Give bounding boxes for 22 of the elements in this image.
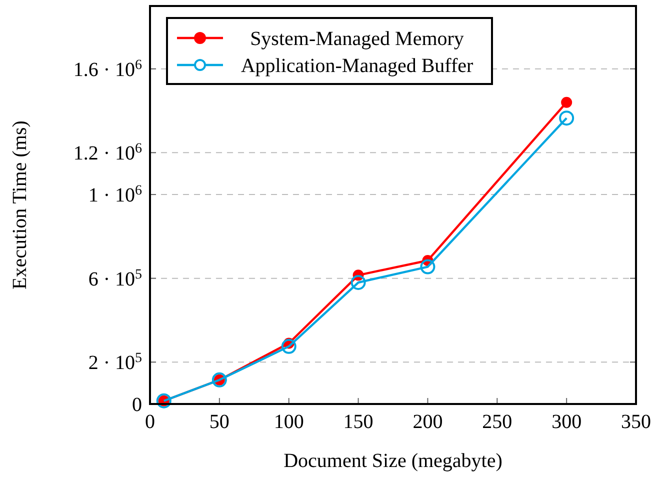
- x-tick-label: 200: [412, 411, 443, 433]
- point: [350, 275, 366, 290]
- legend-label: System-Managed Memory: [250, 28, 464, 50]
- y-axis-title: Execution Time (ms): [9, 120, 31, 290]
- y-tick-label: 1.2 · 10$^{6}$: [73, 141, 142, 165]
- legend-label: Application-Managed Buffer: [240, 55, 474, 77]
- y-tick-label: 0: [132, 394, 142, 416]
- x-tick-label: 150: [343, 411, 374, 433]
- y-tick-label: 1 · 10$^{6}$: [88, 183, 142, 207]
- y-tick-label: 1.6 · 10$^{6}$: [73, 57, 142, 81]
- x-axis-title: Document Size (megabyte): [284, 450, 502, 472]
- x-tick-label: 50: [209, 411, 230, 433]
- x-tick-label: 300: [552, 411, 582, 433]
- x-tick-label: 250: [482, 411, 512, 433]
- point: [281, 338, 296, 354]
- point: [559, 110, 574, 126]
- y-tick-label: 2 · 10$^{5}$: [88, 350, 142, 374]
- point: [420, 259, 436, 274]
- x-tick-label: 350: [621, 411, 651, 433]
- point: [561, 96, 572, 108]
- x-tick-label: 100: [274, 411, 304, 433]
- y-tick-label: 6 · 10$^{5}$: [88, 266, 142, 290]
